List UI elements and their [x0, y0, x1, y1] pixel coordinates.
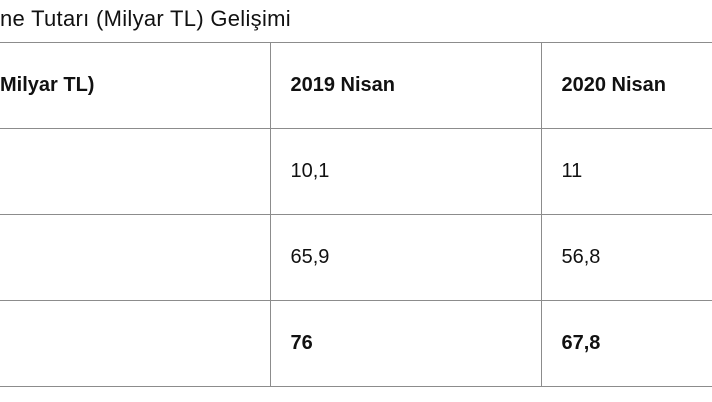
table-cell [0, 300, 270, 387]
table-cell: 10,1 [269, 128, 541, 215]
table-cell [0, 128, 270, 215]
header-cell: Milyar TL) [0, 42, 270, 129]
table-cell: 65,9 [269, 214, 541, 301]
header-cell: 2019 Nisan [269, 42, 541, 129]
table-title: ne Tutarı (Milyar TL) Gelişimi [0, 6, 291, 31]
table-row: 10,1 11 [0, 128, 712, 215]
table-cell: 56,8 [540, 214, 712, 301]
table-cell: 67,8 [540, 300, 712, 387]
data-table: Milyar TL) 2019 Nisan 2020 Nisan 10,1 11 65,… [0, 42, 712, 387]
header-cell: 2020 Nisan [540, 42, 712, 129]
table-cell: 76 [269, 300, 541, 387]
table-cell: 11 [540, 128, 712, 215]
table-cell [0, 214, 270, 301]
header-row: Milyar TL) 2019 Nisan 2020 Nisan [0, 42, 712, 129]
table-row: 65,9 56,8 [0, 214, 712, 301]
table-row: 76 67,8 [0, 300, 712, 387]
